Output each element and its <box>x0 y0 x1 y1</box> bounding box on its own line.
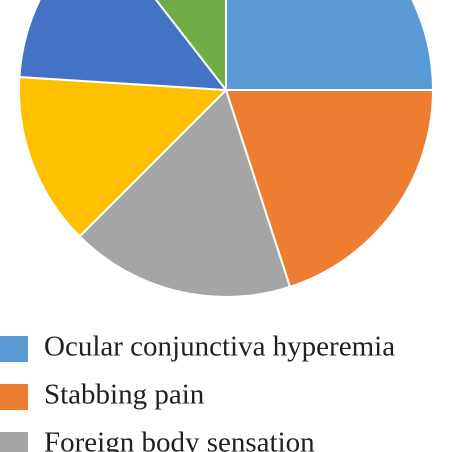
pie-slice <box>154 0 227 93</box>
legend-label: Stabbing pain <box>44 379 205 411</box>
pie-slice <box>18 0 229 92</box>
legend-label: Foreign body sensation <box>44 427 315 452</box>
pie-slice <box>18 75 229 238</box>
pie-slice <box>225 0 435 91</box>
legend-swatch <box>0 384 28 410</box>
legend-swatch <box>0 432 28 452</box>
pie-slice <box>78 88 292 298</box>
legend-swatch <box>0 336 28 362</box>
pie-slice <box>224 89 435 289</box>
legend-label: Ocular conjunctiva hyperemia <box>44 331 395 363</box>
